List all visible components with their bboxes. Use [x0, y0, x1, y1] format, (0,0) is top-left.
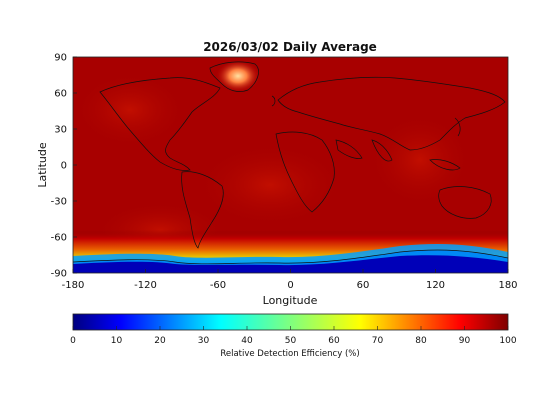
y-tick-label: -60 [51, 233, 67, 244]
map-field [73, 57, 508, 273]
colorbar-tick-label: 30 [198, 336, 210, 346]
y-tick-label: 90 [54, 53, 67, 64]
colorbar-tick-label: 70 [372, 336, 384, 346]
y-tick-label: -90 [51, 269, 67, 280]
x-tick-label: -180 [62, 280, 85, 291]
coastlines [73, 61, 508, 265]
colorbar-tick-label: 90 [459, 336, 471, 346]
x-tick-label: 120 [426, 280, 445, 291]
y-axis-label: Latitude [36, 142, 49, 188]
x-tick-label: 180 [498, 280, 517, 291]
colorbar-tick-label: 0 [70, 336, 76, 346]
x-axis-label: Longitude [263, 294, 318, 307]
colorbar-tick-label: 40 [241, 336, 253, 346]
colorbar-label: Relative Detection Efficiency (%) [220, 349, 359, 359]
x-tick-label: -120 [134, 280, 157, 291]
y-tick-label: 0 [61, 161, 67, 172]
colorbar-tick-label: 100 [499, 336, 516, 346]
x-tick-label: 60 [357, 280, 370, 291]
y-axis: 90 60 30 0 -30 -60 -90 [51, 53, 77, 280]
colorbar-tick-label: 60 [328, 336, 340, 346]
colorbar-ticks: 0 10 20 30 40 50 60 70 80 90 100 [70, 326, 517, 346]
y-tick-label: 30 [54, 125, 67, 136]
colorbar-tick-label: 20 [154, 336, 166, 346]
colorbar-tick-label: 10 [111, 336, 123, 346]
colorbar-tick-label: 50 [285, 336, 297, 346]
x-axis: -180 -120 -60 0 60 120 180 [62, 269, 518, 291]
colorbar-tick-label: 80 [415, 336, 427, 346]
y-tick-label: -30 [51, 197, 67, 208]
x-tick-label: -60 [210, 280, 226, 291]
y-tick-label: 60 [54, 89, 67, 100]
chart-title: 2026/03/02 Daily Average [203, 40, 377, 54]
x-tick-label: 0 [287, 280, 293, 291]
